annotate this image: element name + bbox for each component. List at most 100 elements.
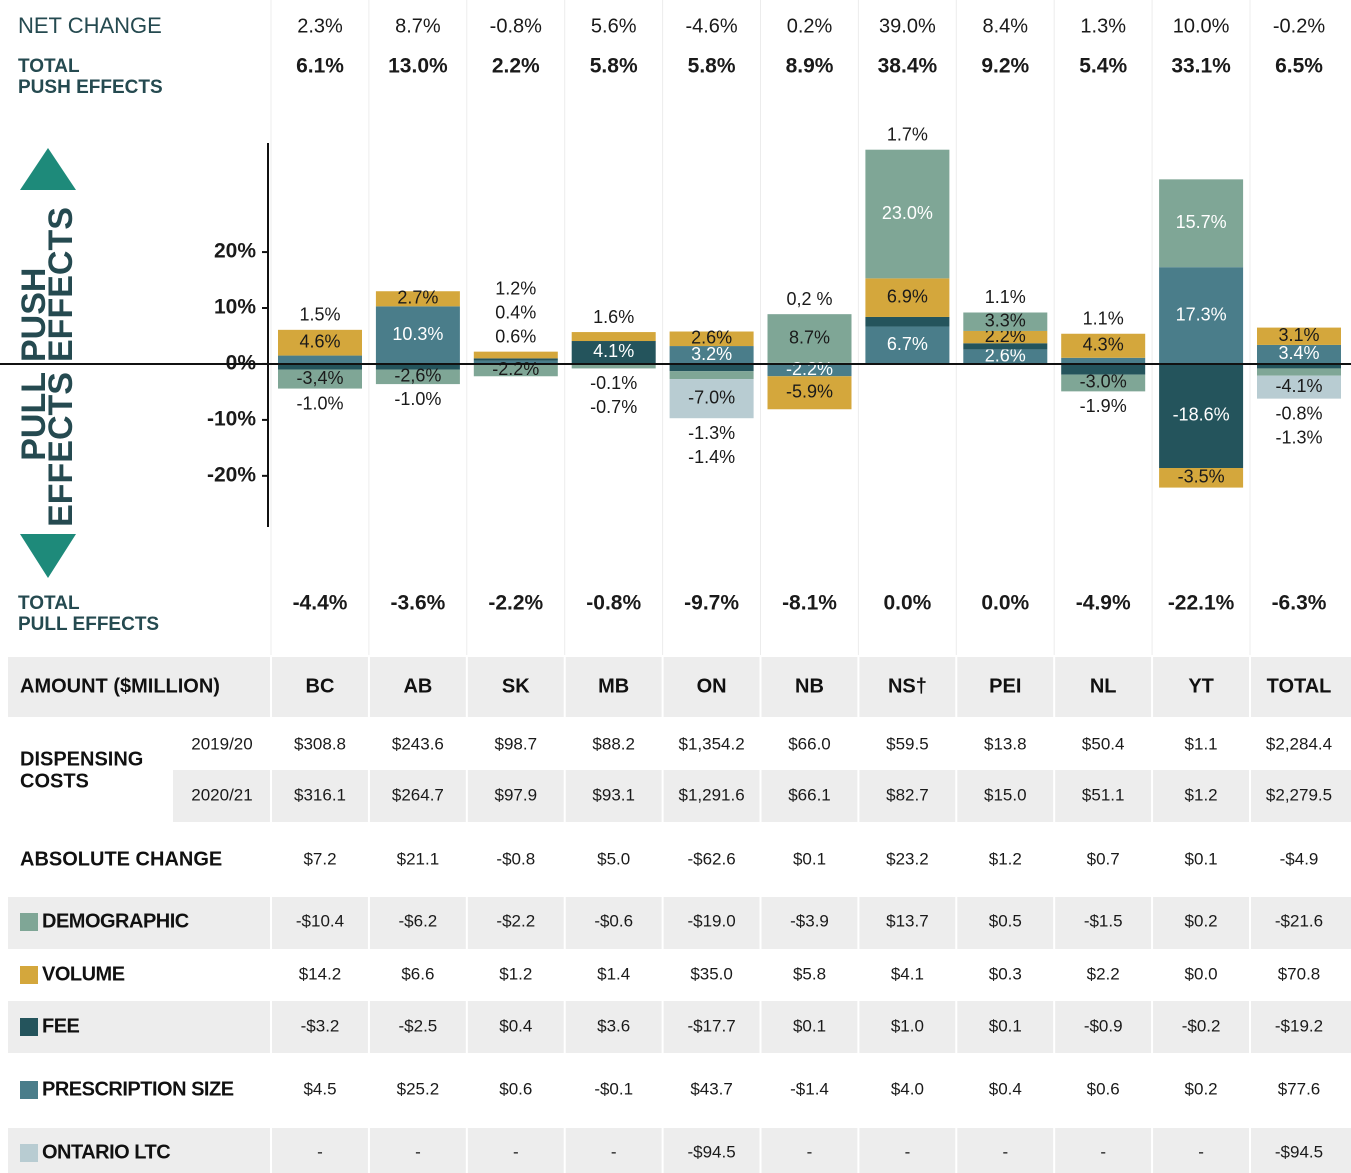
value-label: -1.0% (296, 393, 343, 413)
bar-segment (767, 363, 852, 377)
value-label: 8.7% (789, 327, 830, 347)
value-label: -2.2% (492, 359, 539, 379)
total-pull: -4.4% (293, 592, 348, 615)
net-change: -4.6% (685, 15, 737, 37)
bar-segment (375, 369, 460, 385)
bar-segment (1159, 363, 1244, 469)
total-pull: -8.1% (782, 592, 837, 615)
bar-segment (767, 376, 852, 410)
cell: $88.2 (592, 734, 635, 753)
cell: $0.6 (1087, 1079, 1120, 1098)
cell: $59.5 (886, 734, 929, 753)
total-push: 5.4% (1079, 55, 1127, 78)
bar-segment (473, 351, 558, 359)
cell: $0.0 (1185, 964, 1218, 983)
cell: $0.4 (989, 1079, 1022, 1098)
cell: -$94.5 (1275, 1142, 1323, 1161)
bar-segment (473, 363, 558, 377)
bar-segment (669, 346, 754, 364)
cell: $70.8 (1278, 964, 1321, 983)
value-label: -1.0% (394, 389, 441, 409)
cell: $66.0 (788, 734, 831, 753)
row-label: DISPENSING (20, 748, 143, 770)
total-pull: -4.9% (1076, 592, 1131, 615)
cell: $43.7 (690, 1079, 733, 1098)
value-label: -0.7% (590, 397, 637, 417)
bar-segment (375, 291, 460, 307)
cell: $0.6 (499, 1079, 532, 1098)
total-pull: -3.6% (390, 592, 445, 615)
row-background (8, 1001, 1351, 1053)
cell: $1,354.2 (679, 734, 745, 753)
cell: -$19.0 (687, 911, 735, 930)
cell: -$17.7 (687, 1016, 735, 1035)
cell: $6.6 (401, 964, 434, 983)
cell: $77.6 (1278, 1079, 1321, 1098)
value-label: 0.4% (495, 302, 536, 322)
total-push: 5.8% (590, 55, 638, 78)
legend-label: DEMOGRAPHIC (42, 910, 189, 932)
cell: $5.0 (597, 849, 630, 868)
bar-segment (865, 278, 950, 317)
table-header: ON (697, 675, 727, 697)
cell: -$94.5 (687, 1142, 735, 1161)
net-change: -0.8% (490, 15, 542, 37)
cell: $13.8 (984, 734, 1027, 753)
cell: - (415, 1142, 421, 1161)
total-push: 9.2% (981, 55, 1029, 78)
bar-segment (1257, 363, 1341, 369)
value-label: -0.1% (590, 373, 637, 393)
cell: $0.2 (1185, 911, 1218, 930)
value-label: -0.8% (1275, 403, 1322, 423)
cell: $0.1 (793, 1016, 826, 1035)
cell: $308.8 (294, 734, 346, 753)
bar-segment (571, 341, 656, 364)
value-label: 17.3% (1176, 304, 1227, 324)
push-label: EFFECTS (42, 207, 80, 362)
cell: $243.6 (392, 734, 444, 753)
y-tick-label: -10% (207, 407, 256, 430)
bar-segment (669, 331, 754, 347)
value-label: -1.3% (1275, 427, 1322, 447)
cell: -$0.9 (1084, 1016, 1123, 1035)
bar-segment (1159, 267, 1244, 364)
pull-label: PULL (15, 372, 53, 461)
total-push: 33.1% (1171, 55, 1231, 78)
value-label: 1.5% (299, 305, 340, 325)
bar-segment (963, 312, 1048, 331)
bar-segment (963, 343, 1048, 350)
value-label: 0.6% (495, 326, 536, 346)
total-push: 2.2% (492, 55, 540, 78)
bar-segment (1257, 368, 1341, 376)
table-header-label: AMOUNT ($MILLION) (20, 675, 220, 697)
row-background (8, 657, 1351, 717)
row-label: COSTS (20, 770, 89, 792)
cell: $0.1 (989, 1016, 1022, 1035)
value-label: -1.9% (1080, 396, 1127, 416)
bar-segment (767, 314, 852, 363)
bar-segment (1257, 375, 1341, 399)
cell: $0.1 (793, 849, 826, 868)
table-header: PEI (989, 675, 1021, 697)
table-header: TOTAL (1267, 675, 1332, 697)
value-label: 23.0% (882, 203, 933, 223)
cell: -$10.4 (296, 911, 344, 930)
cell: $2,284.4 (1266, 734, 1332, 753)
net-change: 8.4% (983, 15, 1029, 37)
legend-swatch (20, 1018, 38, 1036)
value-label: 1.6% (593, 307, 634, 327)
cell: $1.2 (1185, 785, 1218, 804)
bar-segment (669, 371, 754, 380)
value-label: -3.0% (1080, 372, 1127, 392)
value-label: -5.9% (786, 382, 833, 402)
row-background (173, 770, 1351, 822)
value-label: -2,6% (394, 366, 441, 386)
cell: $1.4 (597, 964, 630, 983)
bar-segment (571, 364, 656, 369)
row-background (8, 1128, 1351, 1173)
cell: -$0.6 (594, 911, 633, 930)
table-header: BC (306, 675, 335, 697)
total-push: 38.4% (878, 55, 938, 78)
total-push: 6.5% (1275, 55, 1323, 78)
cell: $21.1 (397, 849, 440, 868)
